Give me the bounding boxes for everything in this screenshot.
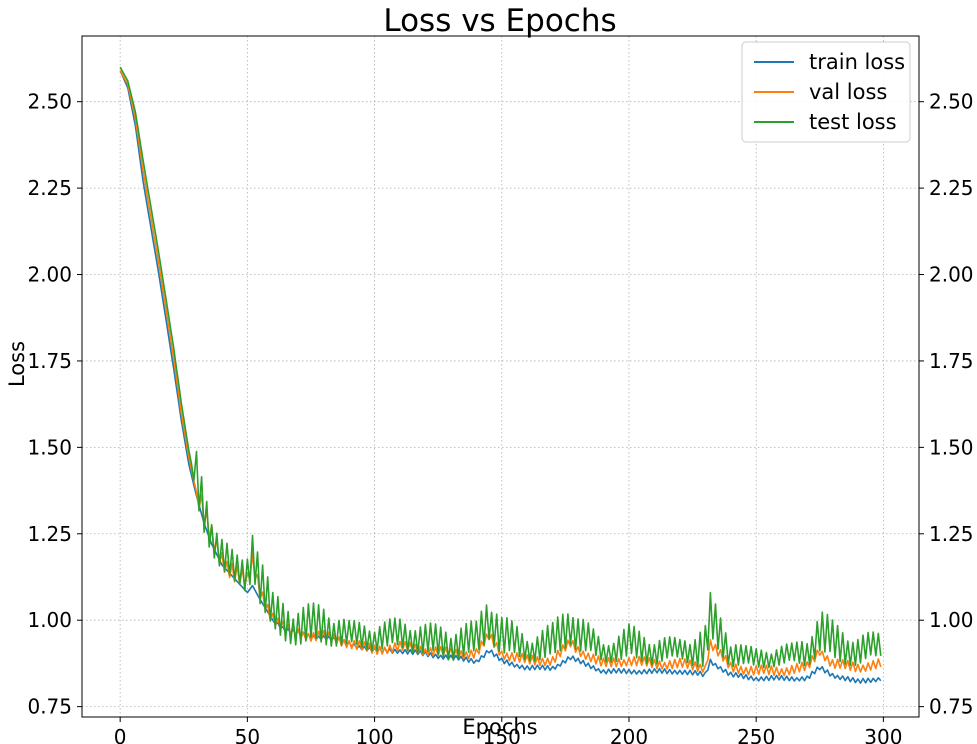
plot-frame bbox=[81, 35, 920, 718]
y-tick-label-left: 2.25 bbox=[27, 176, 72, 200]
legend-label: val loss bbox=[809, 80, 887, 104]
x-tick-label: 200 bbox=[610, 725, 648, 744]
series-layer bbox=[119, 66, 882, 684]
series-line-train-loss bbox=[119, 70, 882, 684]
y-tick-label-left: 1.25 bbox=[27, 522, 72, 546]
series-line-val-loss bbox=[119, 70, 882, 677]
x-tick-label: 150 bbox=[483, 725, 521, 744]
y-axis-label: Loss bbox=[5, 341, 29, 387]
legend-label: test loss bbox=[809, 110, 897, 134]
y-tick-label-left: 1.50 bbox=[27, 435, 72, 459]
y-tick-label-right: 1.75 bbox=[929, 349, 974, 373]
legend: train loss val loss test loss bbox=[741, 41, 911, 143]
x-tick-label: 50 bbox=[235, 725, 260, 744]
legend-label: train loss bbox=[809, 50, 905, 74]
y-axis-left: 0.75 1.00 1.25 1.50 1.75 2.00 2.25 2.50 bbox=[27, 90, 82, 719]
y-tick-label-left: 1.75 bbox=[27, 349, 72, 373]
y-tick-label-right: 2.50 bbox=[929, 90, 974, 114]
legend-box bbox=[741, 41, 911, 143]
y-tick-label-right: 2.00 bbox=[929, 263, 974, 287]
x-tick-label: 100 bbox=[355, 725, 393, 744]
y-tick-label-right: 2.25 bbox=[929, 176, 974, 200]
y-tick-label-right: 1.00 bbox=[929, 608, 974, 632]
y-axis-right: 0.75 1.00 1.25 1.50 1.75 2.00 2.25 2.50 bbox=[919, 90, 974, 719]
y-tick-label-left: 0.75 bbox=[27, 695, 72, 719]
x-axis-label: Epochs bbox=[462, 715, 537, 739]
y-tick-label-right: 0.75 bbox=[929, 695, 974, 719]
grid bbox=[82, 36, 919, 717]
y-tick-label-right: 1.25 bbox=[929, 522, 974, 546]
x-tick-label: 300 bbox=[864, 725, 902, 744]
x-axis: 0 50 100 150 200 250 300 bbox=[114, 717, 902, 744]
series-line-test-loss bbox=[119, 66, 882, 669]
x-tick-label: 250 bbox=[737, 725, 775, 744]
y-tick-label-left: 2.50 bbox=[27, 90, 72, 114]
y-tick-label-left: 2.00 bbox=[27, 263, 72, 287]
y-tick-label-left: 1.00 bbox=[27, 608, 72, 632]
x-tick-label: 0 bbox=[114, 725, 127, 744]
y-tick-label-right: 1.50 bbox=[929, 435, 974, 459]
chart-title: Loss vs Epochs bbox=[383, 3, 616, 39]
